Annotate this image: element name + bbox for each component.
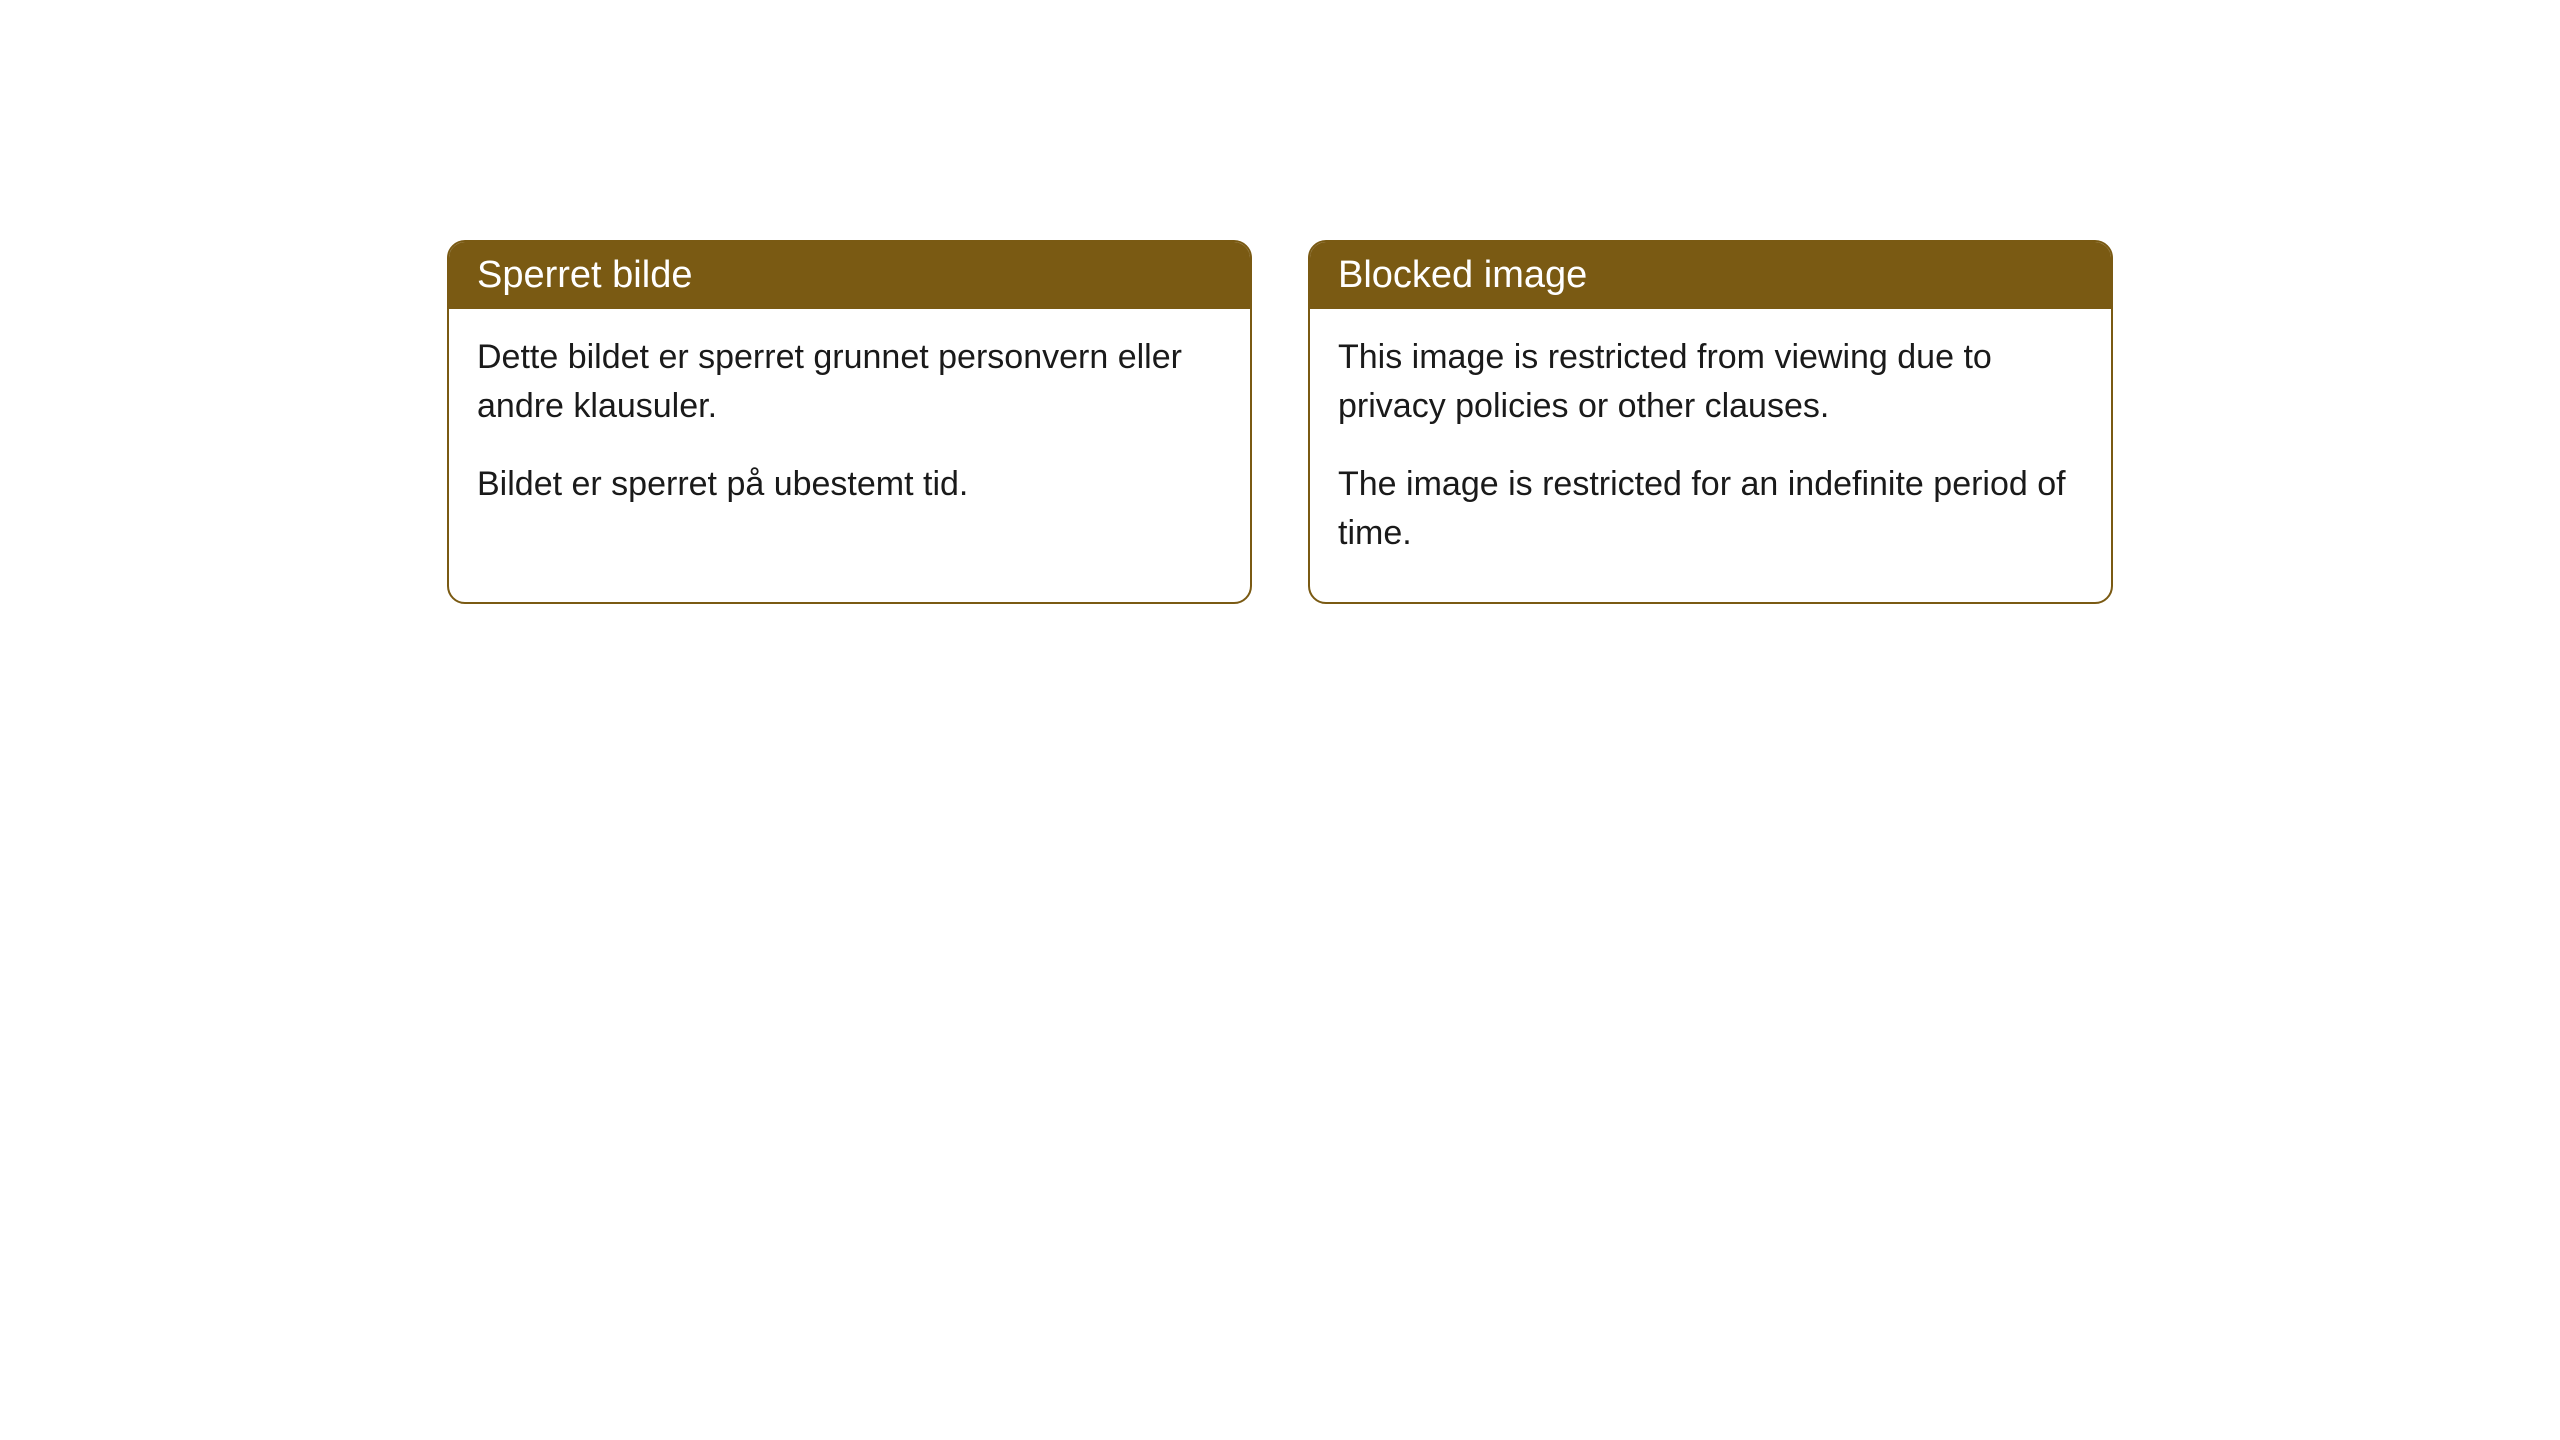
card-paragraph: The image is restricted for an indefinit… <box>1338 460 2083 559</box>
notice-cards-row: Sperret bilde Dette bildet er sperret gr… <box>0 240 2560 604</box>
card-body: Dette bildet er sperret grunnet personve… <box>449 309 1250 553</box>
card-paragraph: Bildet er sperret på ubestemt tid. <box>477 460 1222 509</box>
card-body: This image is restricted from viewing du… <box>1310 309 2111 602</box>
card-title: Blocked image <box>1310 242 2111 309</box>
notice-card-english: Blocked image This image is restricted f… <box>1308 240 2113 604</box>
card-paragraph: This image is restricted from viewing du… <box>1338 333 2083 432</box>
card-paragraph: Dette bildet er sperret grunnet personve… <box>477 333 1222 432</box>
card-title: Sperret bilde <box>449 242 1250 309</box>
notice-card-norwegian: Sperret bilde Dette bildet er sperret gr… <box>447 240 1252 604</box>
